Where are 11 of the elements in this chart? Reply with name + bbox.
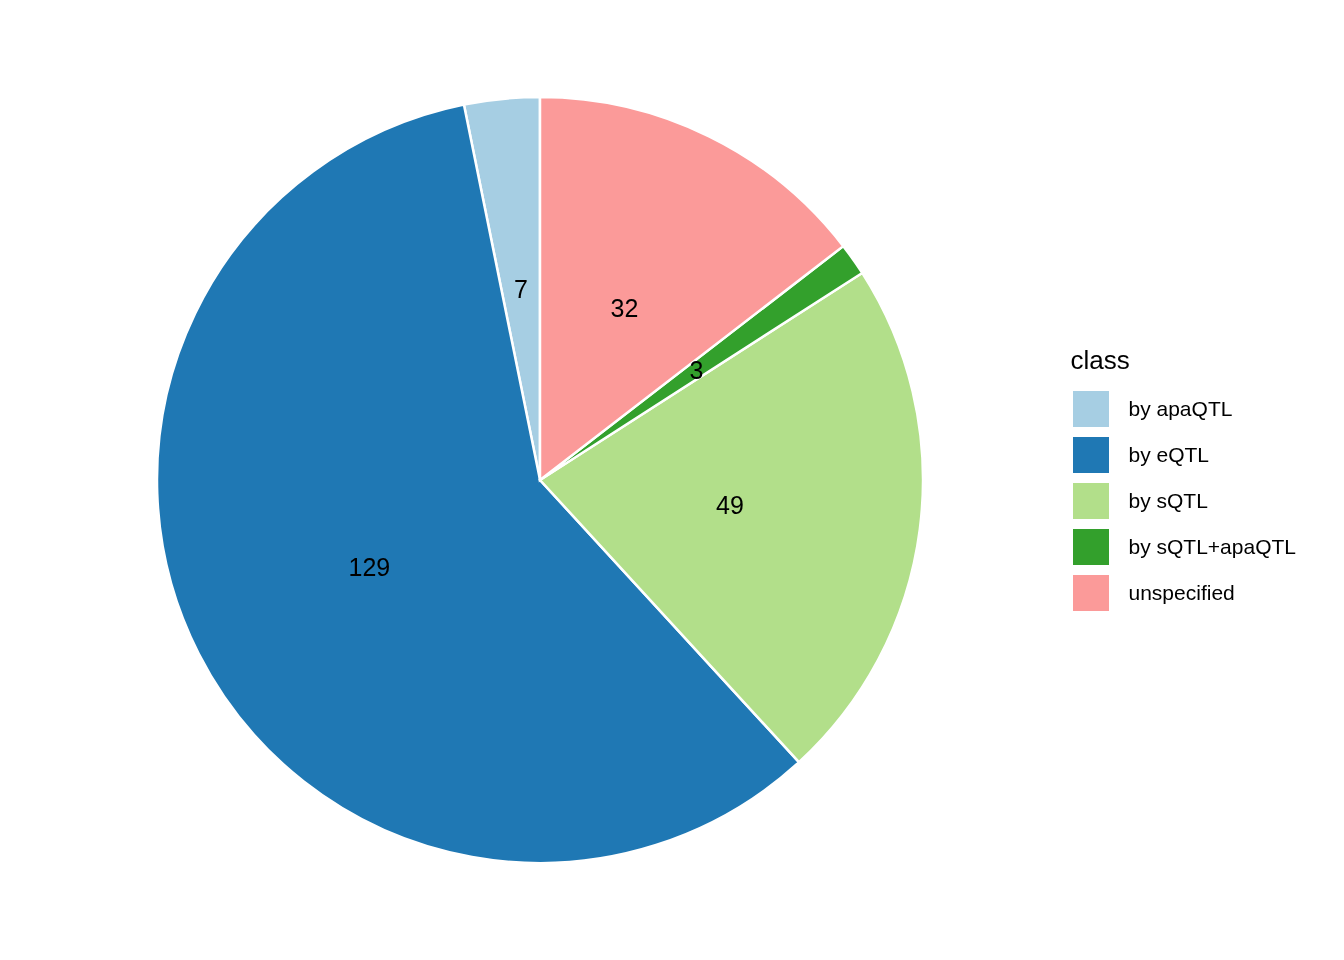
legend-label: unspecified — [1128, 580, 1235, 605]
data-label: 7 — [513, 275, 528, 304]
legend-label: by sQTL — [1128, 488, 1208, 513]
data-label: 49 — [716, 490, 744, 519]
data-label: 129 — [348, 552, 391, 581]
data-label: 32 — [610, 294, 639, 323]
legend-label: by sQTL+apaQTL — [1128, 534, 1296, 559]
data-label: 3 — [689, 355, 704, 384]
legend-label: by apaQTL — [1128, 396, 1233, 421]
legend-title: class — [1070, 344, 1131, 376]
legend-label: by eQTL — [1128, 442, 1210, 467]
